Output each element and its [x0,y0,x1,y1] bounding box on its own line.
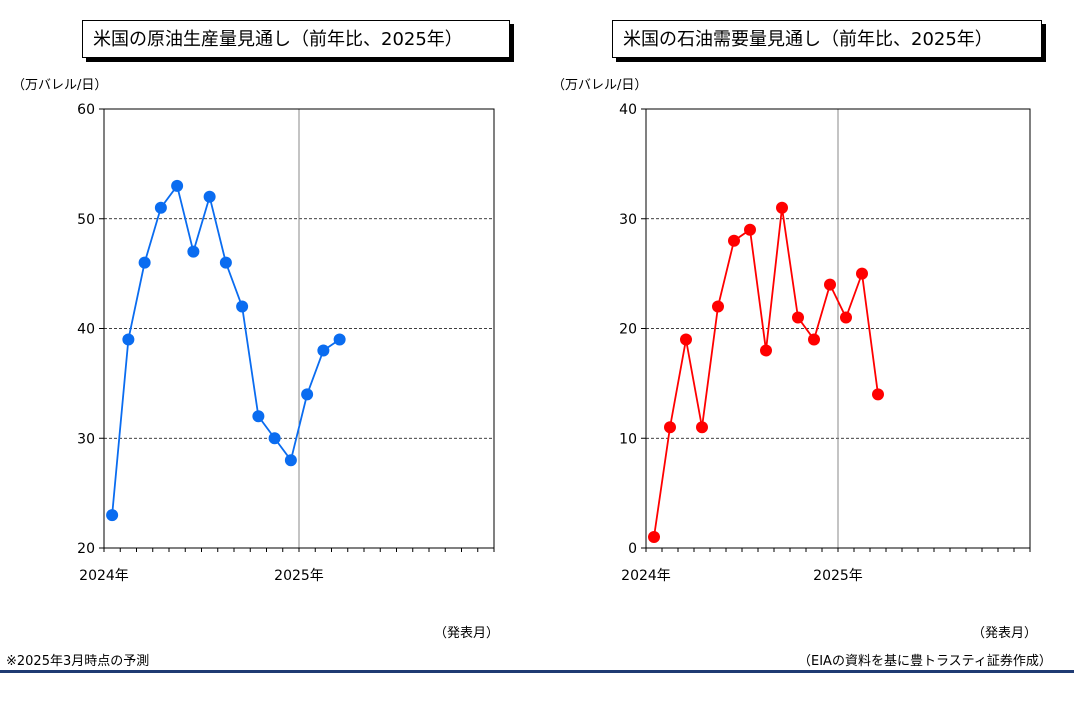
x-tick-label: 2025年 [813,568,863,584]
data-point [236,300,249,313]
data-point [122,333,135,346]
footer-divider [0,670,1074,673]
series-line [653,207,879,538]
data-point [648,531,660,544]
y-tick-label: 20 [77,541,95,557]
data-point [219,256,232,269]
data-point [301,388,314,401]
y-tick-label: 30 [77,431,95,447]
data-point [664,421,676,434]
y-tick-label: 30 [619,212,637,228]
data-point [808,333,820,346]
chart-title-oil-production: 米国の原油生産量見通し（前年比、2025年） [82,20,510,58]
data-point [840,311,852,324]
data-point [154,201,167,214]
y-unit-label-production: （万バレル/日） [12,78,108,93]
y-tick-label: 10 [619,431,637,447]
data-point [776,201,788,214]
data-point [792,311,804,324]
x-tick-label: 2025年 [274,568,324,584]
data-point [268,432,281,445]
data-point [712,300,724,313]
x-tick-label: 2024年 [621,568,671,584]
data-point [317,344,330,357]
data-point [696,421,708,434]
data-point [252,410,265,423]
x-unit-label-production: （発表月） [434,626,500,641]
y-tick-label: 40 [77,322,95,338]
data-point [760,344,772,357]
data-point [284,454,297,467]
data-point [203,190,216,203]
data-point [824,278,836,291]
x-unit-label-demand: （発表月） [972,626,1038,641]
data-point [187,245,200,258]
data-point [333,333,346,346]
y-tick-label: 60 [77,102,95,118]
data-point [680,333,692,346]
y-tick-label: 50 [77,212,95,228]
y-tick-label: 0 [628,541,637,557]
data-point [856,267,868,280]
y-tick-label: 40 [619,102,637,118]
chart-title-oil-demand: 米国の石油需要量見通し（前年比、2025年） [612,20,1042,58]
data-point [728,234,740,247]
footnote-source: （EIAの資料を基に豊トラスティ証券作成） [798,654,1052,669]
x-tick-label: 2024年 [79,568,129,584]
data-point [138,256,151,269]
data-point [171,179,184,192]
data-point [744,223,756,236]
y-unit-label-demand: （万バレル/日） [552,78,648,93]
data-point [106,509,119,522]
data-point [872,388,884,401]
footnote-forecast: ※2025年3月時点の予測 [6,654,150,669]
y-tick-label: 20 [619,322,637,338]
